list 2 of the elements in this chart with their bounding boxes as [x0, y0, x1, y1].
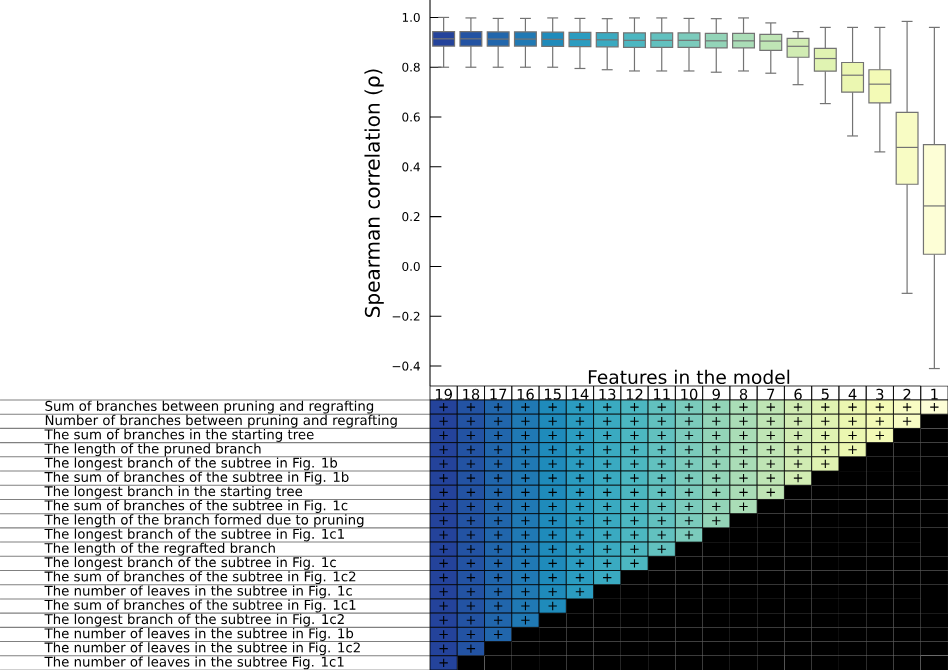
y-axis-title: Spearman correlation (ρ): [364, 69, 384, 317]
x-axis-title: Features in the model: [588, 369, 790, 385]
